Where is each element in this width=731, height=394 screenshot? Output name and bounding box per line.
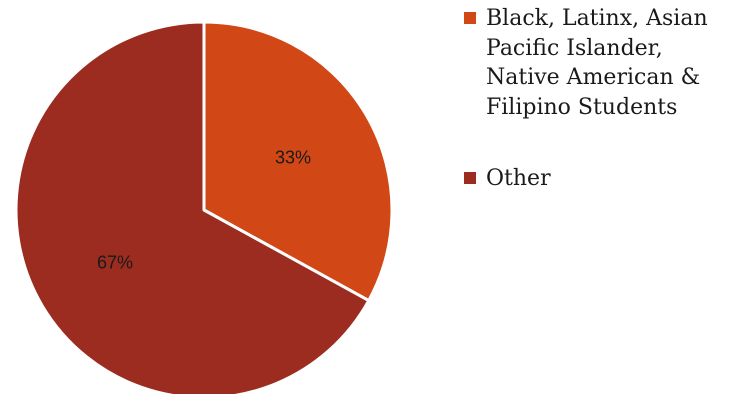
legend-swatch-other [464, 172, 476, 184]
legend-item-other: Other [462, 164, 727, 194]
legend: Black, Latinx, Asian Pacific Islander, N… [462, 4, 727, 194]
legend-label-underrepresented-students: Black, Latinx, Asian Pacific Islander, N… [486, 6, 708, 120]
pie-slice-labels: 33% 67% [97, 147, 311, 272]
legend-swatch-underrepresented-students [464, 12, 476, 24]
pie-slice-other [14, 20, 371, 394]
legend-item-underrepresented-students: Black, Latinx, Asian Pacific Islander, N… [462, 4, 727, 122]
slice-label-other: 67% [97, 253, 133, 273]
pie-slices [14, 20, 394, 394]
pie-slice-underrepresented-students [202, 20, 394, 303]
legend-label-other: Other [486, 166, 551, 191]
slice-label-underrepresented-students: 33% [275, 147, 311, 167]
